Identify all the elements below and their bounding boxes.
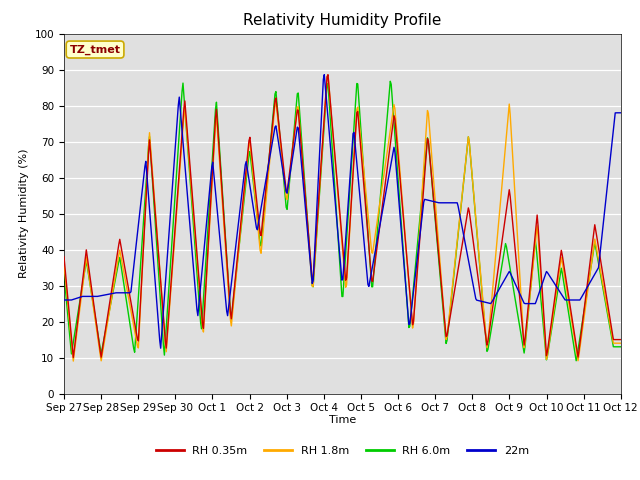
Y-axis label: Relativity Humidity (%): Relativity Humidity (%) [19,149,29,278]
Legend: RH 0.35m, RH 1.8m, RH 6.0m, 22m: RH 0.35m, RH 1.8m, RH 6.0m, 22m [151,441,534,460]
Title: Relativity Humidity Profile: Relativity Humidity Profile [243,13,442,28]
X-axis label: Time: Time [329,415,356,425]
Text: TZ_tmet: TZ_tmet [70,44,120,55]
